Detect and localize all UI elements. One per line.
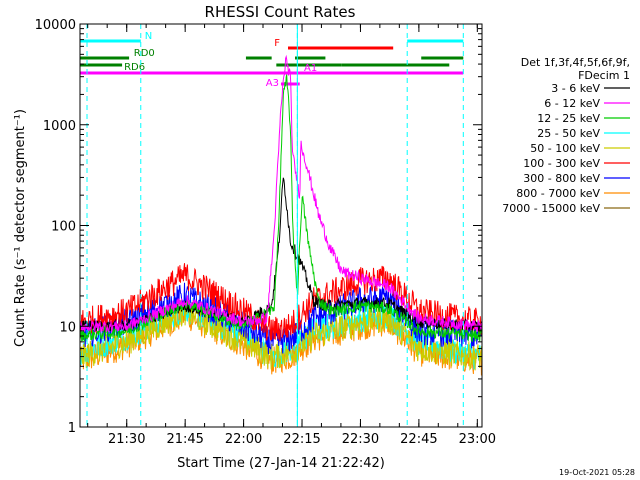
flag-bars: N F RD0 RD6 A1 A3	[80, 31, 464, 89]
flag-label: F	[274, 38, 280, 49]
legend-header-line2: FDecim 1	[578, 69, 630, 82]
legend-label: 7000 - 15000 keV	[502, 202, 600, 215]
x-tick-label: 22:15	[283, 432, 320, 447]
flag-label: A3	[266, 78, 279, 89]
series-line	[79, 74, 483, 343]
legend-label: 3 - 6 keV	[551, 82, 600, 95]
legend-label: 100 - 300 keV	[523, 157, 600, 170]
series-line	[79, 263, 483, 342]
x-tick-label: 21:45	[166, 432, 203, 447]
footer-date: 19-Oct-2021 05:28	[559, 468, 635, 477]
legend-label: 25 - 50 keV	[537, 127, 600, 140]
y-axis-label: Count Rate (s⁻¹ detector segment⁻¹)	[13, 109, 28, 347]
y-tick-label: 1000	[43, 119, 76, 134]
x-tick-label: 22:00	[225, 432, 262, 447]
y-tick-label: 10000	[35, 18, 76, 33]
y-tick-label: 1	[68, 421, 76, 436]
flag-label: RD6	[124, 62, 145, 73]
flag-label: A1	[304, 63, 317, 74]
x-axis-label: Start Time (27-Jan-14 21:22:42)	[177, 456, 385, 471]
legend-label: 12 - 25 keV	[537, 112, 600, 125]
x-tick-label: 23:00	[459, 432, 496, 447]
x-tick-label: 21:30	[108, 432, 145, 447]
y-tick-label: 100	[51, 220, 76, 235]
flag-label: RD0	[134, 48, 155, 59]
x-axis-ticks: 21:30 21:45 22:00 22:15 22:30 22:45 23:00	[87, 24, 496, 447]
y-tick-label: 10	[59, 320, 76, 335]
series-line	[79, 54, 483, 333]
legend: Det 1f,3f,4f,5f,6f,9f, FDecim 1 3 - 6 ke…	[502, 56, 630, 215]
plot-series	[79, 54, 483, 376]
legend-label: 300 - 800 keV	[523, 172, 600, 185]
chart-title: RHESSI Count Rates	[205, 3, 356, 21]
series-line	[79, 298, 483, 371]
legend-label: 6 - 12 keV	[544, 97, 600, 110]
legend-label: 50 - 100 keV	[530, 142, 600, 155]
legend-label: 800 - 7000 keV	[516, 187, 600, 200]
cyan-marker-lines	[79, 24, 464, 427]
x-tick-label: 22:30	[342, 432, 379, 447]
x-tick-label: 22:45	[400, 432, 437, 447]
legend-header-line1: Det 1f,3f,4f,5f,6f,9f,	[521, 56, 630, 69]
y-axis-ticks: 1 10 100 1000 10000	[35, 18, 482, 436]
flag-label: N	[145, 31, 152, 42]
